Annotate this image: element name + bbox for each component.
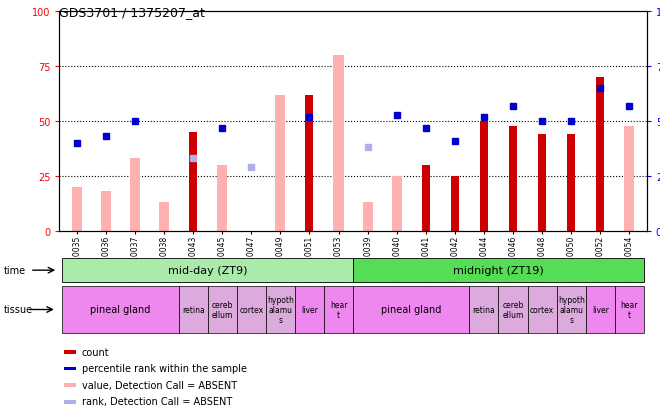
Text: pineal gland: pineal gland: [381, 305, 442, 315]
Text: liver: liver: [301, 305, 318, 314]
Text: cereb
ellum: cereb ellum: [212, 300, 233, 319]
Text: count: count: [82, 347, 109, 357]
Bar: [72, 188, 82, 231]
Bar: [567, 135, 576, 231]
Text: cortex: cortex: [530, 305, 554, 314]
Bar: [596, 78, 605, 231]
Bar: [362, 203, 373, 231]
Bar: [333, 56, 344, 231]
FancyBboxPatch shape: [527, 286, 556, 334]
Text: retina: retina: [182, 305, 205, 314]
FancyBboxPatch shape: [353, 259, 644, 282]
FancyBboxPatch shape: [237, 286, 266, 334]
FancyBboxPatch shape: [62, 259, 353, 282]
FancyBboxPatch shape: [556, 286, 585, 334]
Bar: [64, 367, 75, 370]
FancyBboxPatch shape: [179, 286, 208, 334]
FancyBboxPatch shape: [266, 286, 295, 334]
Text: mid-day (ZT9): mid-day (ZT9): [168, 266, 248, 275]
Bar: [391, 177, 402, 231]
FancyBboxPatch shape: [615, 286, 644, 334]
Text: hypoth
alamu
s: hypoth alamu s: [558, 296, 585, 324]
Bar: [64, 400, 75, 404]
Text: hypoth
alamu
s: hypoth alamu s: [267, 296, 294, 324]
Text: tissue: tissue: [3, 305, 32, 315]
FancyBboxPatch shape: [62, 286, 179, 334]
FancyBboxPatch shape: [585, 286, 615, 334]
Text: hear
t: hear t: [620, 300, 638, 319]
Text: GDS3701 / 1375207_at: GDS3701 / 1375207_at: [59, 6, 205, 19]
Bar: [217, 166, 227, 231]
Bar: [538, 135, 546, 231]
Bar: [159, 203, 169, 231]
Bar: [64, 384, 75, 387]
Text: midnight (ZT19): midnight (ZT19): [453, 266, 544, 275]
FancyBboxPatch shape: [469, 286, 498, 334]
Text: hear
t: hear t: [330, 300, 347, 319]
Text: percentile rank within the sample: percentile rank within the sample: [82, 363, 247, 373]
Bar: [306, 95, 314, 231]
Bar: [624, 126, 634, 231]
Text: cereb
ellum: cereb ellum: [502, 300, 524, 319]
Text: cortex: cortex: [240, 305, 263, 314]
Bar: [189, 133, 197, 231]
Bar: [509, 126, 517, 231]
FancyBboxPatch shape: [353, 286, 469, 334]
Bar: [422, 166, 430, 231]
Text: liver: liver: [592, 305, 609, 314]
Text: pineal gland: pineal gland: [90, 305, 150, 315]
FancyBboxPatch shape: [498, 286, 527, 334]
Bar: [101, 192, 111, 231]
FancyBboxPatch shape: [324, 286, 353, 334]
Bar: [275, 95, 286, 231]
Text: value, Detection Call = ABSENT: value, Detection Call = ABSENT: [82, 380, 237, 390]
Bar: [451, 177, 459, 231]
Text: time: time: [3, 266, 26, 275]
Bar: [64, 351, 75, 354]
Text: rank, Detection Call = ABSENT: rank, Detection Call = ABSENT: [82, 396, 232, 406]
FancyBboxPatch shape: [295, 286, 324, 334]
Bar: [480, 122, 488, 231]
Text: retina: retina: [473, 305, 496, 314]
FancyBboxPatch shape: [208, 286, 237, 334]
Bar: [130, 159, 140, 231]
